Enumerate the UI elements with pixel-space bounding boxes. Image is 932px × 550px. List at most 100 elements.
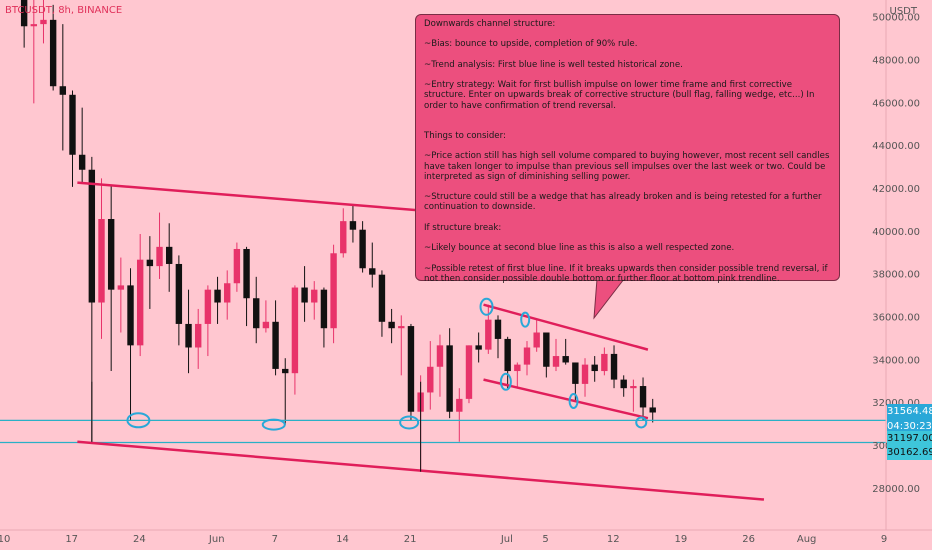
candle [398, 315, 405, 376]
candle [59, 24, 67, 151]
time-tick-label: 10 [0, 534, 10, 545]
candle-body [156, 246, 163, 267]
candle-body [320, 289, 328, 329]
candle-body [591, 364, 598, 372]
candle [446, 328, 453, 419]
touch-marker [261, 418, 286, 431]
analysis-note[interactable]: Downwards channel structure: ~Bias: boun… [415, 14, 840, 284]
candle-body [253, 298, 260, 329]
candle [243, 246, 250, 327]
candle [436, 334, 444, 397]
candle-body [572, 362, 579, 384]
candle-body [233, 248, 241, 284]
candle-body [523, 347, 531, 365]
note-spacer [424, 121, 831, 131]
note-paragraph: Things to consider: [424, 130, 506, 141]
price-tick-label: 46000.00 [872, 98, 920, 109]
candlestick-series [20, 0, 656, 472]
candle-body [78, 154, 86, 170]
candle-body [330, 253, 337, 329]
touch-marker [499, 372, 512, 391]
time-tick-label: 21 [404, 534, 417, 545]
candle [485, 304, 492, 354]
candle [359, 221, 366, 273]
candle-body [136, 259, 144, 346]
candle-body [349, 221, 357, 230]
candle [378, 270, 386, 337]
time-tick-label: 14 [336, 534, 349, 545]
time-tick-label: Jul [500, 534, 513, 545]
candle-body [40, 19, 47, 25]
candle [562, 338, 569, 365]
candle [427, 341, 434, 410]
last-price-badge: 31564.48 [887, 404, 932, 419]
candle [117, 257, 125, 333]
candle [494, 315, 502, 359]
candle-body [195, 323, 202, 348]
candle [175, 255, 183, 346]
symbol-title: BTCUSDT, 8h, BINANCE [5, 5, 122, 16]
candle-body [504, 338, 511, 372]
candle-body [552, 356, 560, 367]
price-tick-label: 38000.00 [872, 270, 920, 281]
note-paragraph: ~Likely bounce at second blue line as th… [424, 243, 735, 254]
candle-body [407, 326, 415, 412]
candle [523, 341, 531, 376]
note-paragraph: ~Entry strategy: Wait for first bullish … [424, 80, 818, 111]
candle [311, 281, 318, 320]
candle [107, 184, 115, 372]
candle [214, 276, 221, 324]
candle [185, 289, 192, 374]
candle-body [485, 319, 492, 350]
candle-body [107, 219, 115, 290]
level-lower-badge: 30162.69 [887, 445, 932, 460]
candle [98, 178, 105, 339]
candle [291, 285, 299, 395]
candle-body [175, 263, 183, 324]
time-tick-label: 7 [272, 534, 278, 545]
candle [601, 347, 608, 376]
price-tick-label: 36000.00 [872, 313, 920, 324]
candle-body [514, 364, 521, 372]
candle-body [117, 285, 125, 290]
touch-marker [568, 393, 579, 410]
price-tick-label: 34000.00 [872, 355, 920, 366]
price-tick-label: 32000.00 [872, 398, 920, 409]
candle [253, 276, 260, 344]
note-paragraph: ~Trend analysis: First blue line is well… [424, 59, 683, 70]
candle-body [388, 321, 395, 329]
time-tick-label: 5 [542, 534, 548, 545]
candle-body [630, 386, 637, 389]
note-paragraph: ~Structure could still be a wedge that h… [424, 192, 825, 213]
touch-marker [126, 412, 151, 429]
candle [233, 242, 241, 292]
candle [533, 319, 540, 352]
time-tick-label: 24 [133, 534, 146, 545]
candle-body [639, 386, 647, 408]
candle [195, 308, 202, 369]
candle [330, 244, 337, 344]
candle-body [398, 326, 405, 329]
candle [591, 356, 598, 382]
touch-markers [126, 297, 648, 431]
note-paragraph: Downwards channel structure: [424, 19, 556, 29]
candle-body [601, 353, 608, 372]
candle-body [456, 398, 463, 412]
candle-body [20, 0, 28, 27]
candle-body [359, 229, 366, 269]
time-tick-label: 12 [607, 534, 620, 545]
candle-body [262, 321, 270, 329]
candle [456, 388, 463, 442]
candle [407, 323, 415, 421]
candle [504, 336, 511, 389]
candle [156, 212, 163, 279]
candle-body [69, 94, 76, 155]
touch-marker [520, 311, 531, 328]
candle [30, 0, 38, 104]
candle-body [543, 332, 550, 367]
candle-body [243, 248, 250, 299]
touch-marker [479, 297, 494, 316]
time-tick-label: 19 [675, 534, 688, 545]
candle [610, 345, 618, 389]
candle [514, 362, 521, 389]
